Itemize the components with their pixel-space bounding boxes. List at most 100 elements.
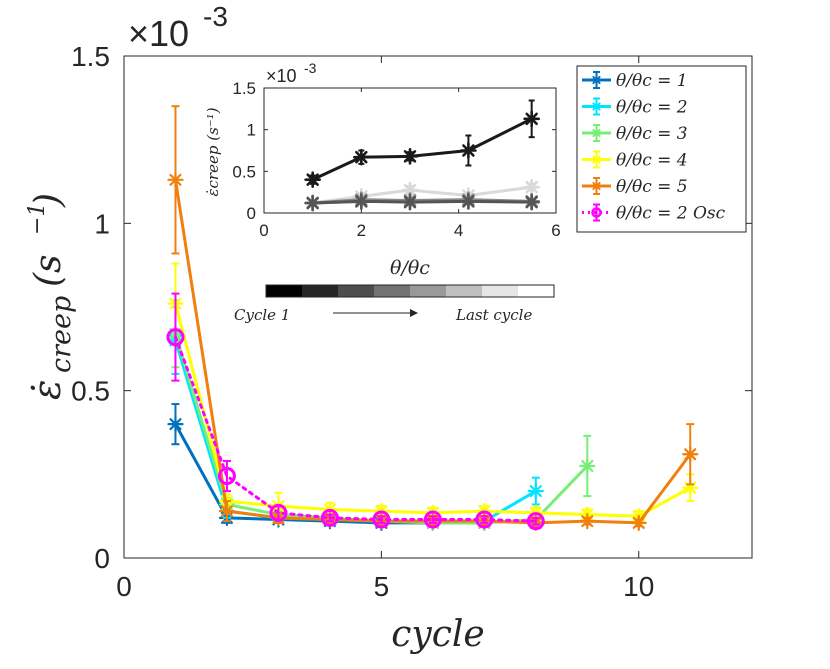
inset-data-point — [523, 193, 540, 211]
main-y-tick-label: 1 — [94, 208, 110, 239]
legend-marker — [591, 154, 602, 165]
cycle-colorbar — [265, 284, 555, 298]
legend-marker — [591, 101, 602, 112]
main-data-point — [167, 416, 184, 433]
inset-data-point — [401, 148, 419, 165]
main-y-tick-label: 1.5 — [71, 41, 110, 72]
inset-y-tick-label: 1.5 — [232, 79, 256, 98]
legend-entry-4: θ/θc = 4 — [582, 150, 688, 171]
main-y-axis-label: ε̇ creep (s −1 ) — [25, 193, 77, 400]
main-y-tick-label: 0 — [94, 543, 110, 574]
legend-entry-2: θ/θc = 2 — [582, 97, 688, 118]
main-data-point — [579, 513, 596, 530]
main-data-point — [579, 457, 596, 475]
inset-x-tick-label: 2 — [357, 221, 366, 240]
colorbar-label-start: Cycle 1 — [234, 306, 290, 324]
main-data-point — [423, 510, 442, 529]
main-error-bar — [171, 292, 180, 382]
colorbar-segment — [446, 285, 483, 297]
main-series-group — [166, 105, 699, 531]
main-error-bar — [222, 459, 231, 493]
inset-series-line — [312, 199, 532, 205]
main-x-tick-label: 5 — [374, 571, 390, 602]
inset-data-point — [401, 193, 419, 211]
main-data-point — [682, 446, 699, 463]
main-data-point — [217, 467, 236, 486]
inset-y-axis-label: ε̇creep (s⁻¹) — [204, 107, 222, 196]
colorbar-segment — [518, 285, 555, 297]
main-y-label-unit: (s — [28, 254, 69, 287]
inset-data-point — [304, 194, 321, 212]
main-data-point — [320, 508, 339, 527]
main-y-label-exp: −1 — [25, 203, 50, 235]
inset-data-point — [460, 142, 477, 159]
legend-marker — [591, 207, 602, 218]
main-y-label-sub: creep — [46, 296, 77, 373]
legend-entry-6: θ/θc = 2 Osc — [582, 203, 726, 224]
main-data-point — [630, 514, 647, 531]
legend-box — [576, 65, 747, 233]
colorbar-segment — [410, 285, 447, 297]
inset-data-point — [353, 148, 370, 166]
colorbar-segment — [266, 285, 303, 297]
legend-label: θ/θc = 2 Osc — [616, 204, 726, 224]
legend-label: θ/θc = 1 — [616, 71, 688, 91]
legend-marker — [591, 180, 602, 192]
inset-series-2 — [304, 193, 540, 212]
main-series-6 — [166, 292, 545, 531]
main-data-point — [475, 510, 494, 529]
main-exponent-base: ×10 — [128, 13, 189, 54]
main-y-label-close: ) — [28, 193, 69, 208]
legend-entry-3: θ/θc = 3 — [582, 124, 688, 144]
main-y-label-base: ε̇ — [25, 380, 69, 400]
inset-x-axis-label: θ/θc — [390, 257, 430, 279]
inset-series-group — [304, 99, 540, 212]
inset-y-tick-label: 1 — [247, 121, 256, 140]
inset-y-tick-label: 0.5 — [232, 162, 256, 181]
inset-exponent-base: ×10 — [266, 66, 297, 86]
inset-exponent-label: ×10 -3 — [266, 60, 317, 86]
inset-exponent-power: -3 — [304, 60, 317, 76]
main-data-point — [526, 512, 545, 531]
inset-plot-area: 0 2 4 6 0 0.5 1 1.5 — [232, 79, 560, 240]
colorbar-segment — [302, 285, 339, 297]
main-error-bar — [428, 515, 437, 524]
colorbar-label-end: Last cycle — [455, 306, 532, 324]
colorbar-frame — [265, 284, 555, 298]
main-error-bar — [531, 516, 540, 526]
main-error-bar — [325, 513, 334, 523]
main-x-axis-label: cycle — [391, 614, 484, 655]
colorbar-segment — [374, 285, 411, 297]
inset-x-tick-label: 6 — [551, 221, 560, 240]
inset-data-point — [304, 171, 321, 188]
legend-label: θ/θc = 4 — [616, 151, 688, 171]
legend-entry-1: θ/θc = 1 — [582, 71, 688, 91]
inset-data-point — [460, 193, 477, 210]
inset-x-tick-label: 4 — [454, 221, 463, 240]
inset-data-point — [523, 110, 540, 128]
main-data-point — [167, 171, 184, 188]
inset-y-tick-label: 0 — [247, 204, 256, 223]
main-data-point — [269, 503, 288, 522]
main-data-point — [166, 328, 185, 347]
main-data-point — [372, 510, 391, 529]
main-x-tick-label: 10 — [623, 571, 654, 602]
main-y-tick-label: 0.5 — [71, 376, 110, 407]
legend-items: θ/θc = 1 θ/θc = 2 θ/θc = 3 θ/θc = 4 θ/θc = 5… — [582, 71, 726, 224]
legend-label: θ/θc = 5 — [616, 177, 688, 197]
inset-x-tick-label: 0 — [259, 221, 268, 240]
main-axes-box — [123, 55, 753, 559]
main-data-point — [527, 482, 544, 500]
legend-entry-5: θ/θc = 5 — [582, 177, 688, 197]
main-x-tick-label: 0 — [116, 571, 132, 602]
main-exponent-label: ×10 -3 — [128, 1, 228, 54]
inset-data-point — [523, 178, 540, 196]
main-exponent-power: -3 — [203, 1, 228, 32]
colorbar-arrow — [333, 309, 418, 317]
legend-marker — [591, 74, 602, 86]
legend-label: θ/θc = 3 — [616, 124, 688, 144]
main-data-point — [218, 503, 236, 520]
